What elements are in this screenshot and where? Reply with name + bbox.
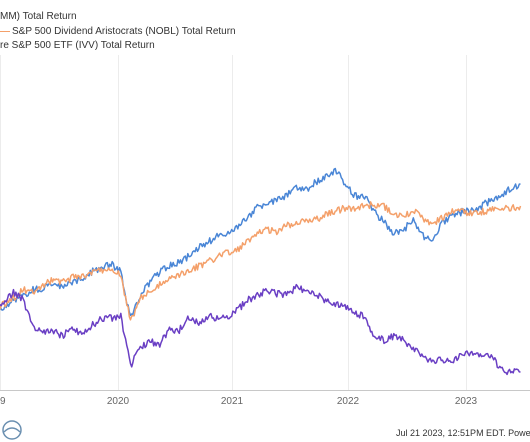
x-tick-2023: 2023 <box>455 396 478 407</box>
x-tick-2020: 2020 <box>107 396 130 407</box>
x-tick-9: 9 <box>0 396 6 407</box>
legend-swatch-nobl: — <box>0 26 10 37</box>
x-tick-2021: 2021 <box>221 396 244 407</box>
legend-item-nobl: — S&P 500 Dividend Aristocrats (NOBL) Tot… <box>0 26 236 37</box>
series-line-2 <box>0 167 521 317</box>
legend: MM) Total Return — S&P 500 Dividend Arist… <box>0 11 236 51</box>
series-line-1 <box>0 201 522 321</box>
legend-item-mm: MM) Total Return <box>0 11 77 22</box>
legend-label-nobl: S&P 500 Dividend Aristocrats (NOBL) Tota… <box>12 26 236 37</box>
legend-item-ivv: re S&P 500 ETF (IVV) Total Return <box>0 40 155 51</box>
ycharts-logo <box>2 420 22 440</box>
plot-area <box>0 167 522 376</box>
x-axis-ticks: 9 2020 2021 2022 2023 <box>0 396 478 407</box>
series-line-0 <box>0 283 521 376</box>
footer: Jul 21 2023, 12:51PM EDT. Powered by <box>2 420 530 440</box>
x-tick-2022: 2022 <box>337 396 360 407</box>
vertical-gridlines <box>0 55 467 390</box>
footer-timestamp: Jul 21 2023, 12:51PM EDT. Powered by <box>396 428 530 438</box>
